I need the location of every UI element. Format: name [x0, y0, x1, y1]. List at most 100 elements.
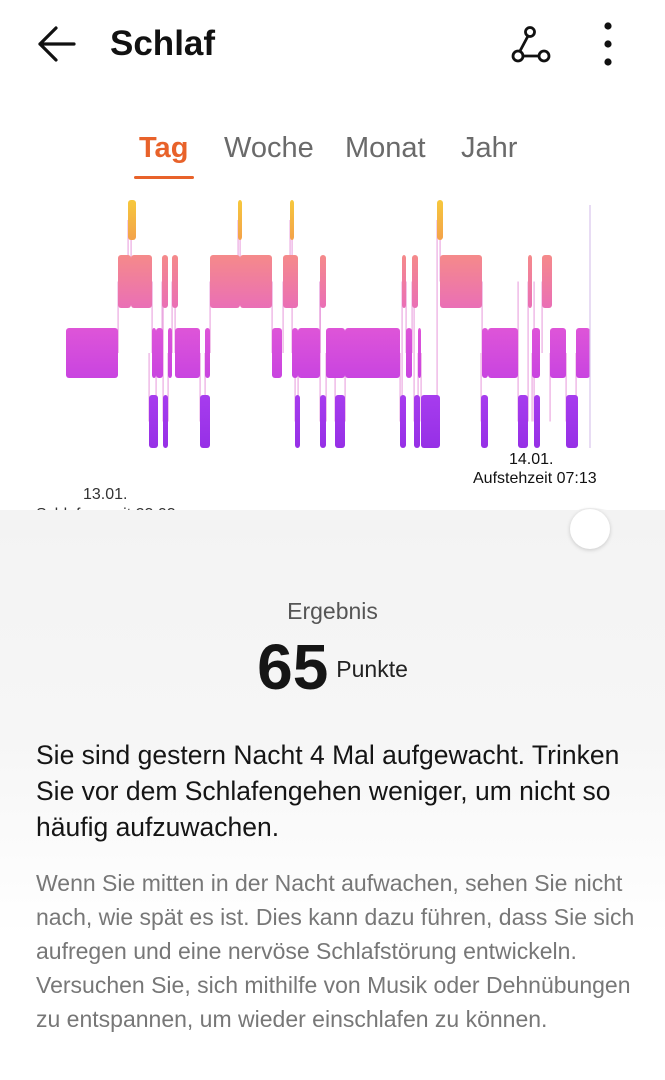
stage-transition	[399, 353, 401, 422]
score-unit: Punkte	[336, 656, 408, 682]
stage-transition	[420, 353, 422, 422]
sleep-segment-light	[532, 328, 540, 378]
sleep-segment-light	[326, 328, 345, 378]
page-title: Schlaf	[110, 24, 216, 63]
share-button[interactable]	[504, 20, 554, 68]
stage-transition	[481, 281, 483, 353]
stage-transition	[130, 220, 132, 282]
sleep-segment-deep	[414, 395, 420, 448]
stage-transition	[436, 220, 438, 422]
stage-transition	[411, 281, 413, 353]
sleep-segment-rem	[240, 255, 272, 308]
app-header: Schlaf	[0, 0, 665, 90]
advice-body: Wenn Sie mitten in der Nacht aufwachen, …	[36, 870, 635, 1032]
stage-transition	[401, 281, 403, 422]
sleep-segment-rem	[440, 255, 482, 308]
stage-transition	[174, 281, 176, 353]
sleep-segment-light	[168, 328, 172, 378]
stage-blocks	[66, 200, 590, 448]
back-button[interactable]	[30, 20, 86, 68]
sleep-segment-rem	[210, 255, 240, 308]
sleep-segment-light	[175, 328, 200, 378]
sleep-segment-rem	[320, 255, 326, 308]
result-label: Ergebnis	[287, 598, 378, 624]
sleep-segment-deep	[400, 395, 406, 448]
sleep-segment-awake	[290, 200, 294, 240]
sleep-segment-deep	[163, 395, 168, 448]
stage-transition	[155, 353, 157, 422]
stage-transition	[480, 353, 482, 422]
sleep-segment-deep	[200, 395, 210, 448]
result-panel	[0, 510, 665, 1080]
sleep-segment-rem	[131, 255, 152, 308]
tab-week[interactable]: Woche	[224, 132, 314, 164]
sleep-segment-deep	[295, 395, 300, 448]
sleep-segment-rem	[283, 255, 298, 308]
stage-transition	[127, 220, 129, 282]
sleep-segment-deep	[320, 395, 326, 448]
sleep-segment-awake	[437, 200, 443, 240]
tab-day[interactable]: Tag	[139, 132, 189, 164]
sleep-score: 65	[257, 631, 329, 703]
stage-transition	[531, 353, 533, 422]
stage-transition	[239, 220, 241, 282]
stage-transition	[319, 281, 321, 422]
sleep-segment-light	[482, 328, 488, 378]
stage-transition	[151, 281, 153, 353]
stage-transition	[549, 353, 551, 422]
stage-transition	[541, 281, 543, 353]
stage-transition	[117, 281, 119, 353]
timeline-slider-knob[interactable]	[570, 509, 610, 549]
stage-transition	[417, 353, 419, 422]
sleep-chart-svg	[66, 200, 591, 448]
stage-transition	[405, 281, 407, 353]
sleep-segment-light	[156, 328, 163, 378]
sleep-segment-rem	[402, 255, 406, 308]
arrow-left-icon	[38, 26, 76, 62]
stage-transition	[517, 281, 519, 422]
sleep-segment-light	[418, 328, 421, 378]
sleep-stage-chart[interactable]: 14.01. Aufstehzeit 07:13 13.01. Schlafen…	[0, 190, 665, 530]
stage-transition	[575, 353, 577, 422]
sleep-segment-deep	[149, 395, 158, 448]
share-icon	[511, 26, 551, 63]
sleep-segment-light	[66, 328, 118, 378]
stage-transition	[171, 281, 173, 353]
sleep-segment-deep	[534, 395, 540, 448]
sleep-segment-rem	[528, 255, 532, 308]
sleep-segment-awake	[238, 200, 242, 240]
stage-transition	[344, 353, 346, 422]
stage-transition	[289, 220, 291, 282]
wake-time-label: Aufstehzeit 07:13	[473, 470, 597, 487]
sleep-segment-awake	[128, 200, 136, 240]
more-options-button[interactable]	[590, 18, 626, 70]
stage-transition	[334, 353, 336, 422]
sleep-segment-light	[152, 328, 156, 378]
tab-year[interactable]: Jahr	[461, 132, 518, 164]
sleep-segment-light	[576, 328, 590, 378]
stage-transition	[271, 281, 273, 353]
sleep-segment-light	[292, 328, 298, 378]
stage-transition	[439, 220, 441, 282]
bedtime-date: 13.01.	[83, 486, 128, 503]
sleep-segment-light	[272, 328, 282, 378]
sleep-segment-deep	[481, 395, 488, 448]
stage-transition	[282, 281, 284, 353]
stage-transition	[325, 353, 327, 422]
sleep-segment-rem	[118, 255, 131, 308]
sleep-segment-rem	[542, 255, 552, 308]
stage-transition	[527, 281, 529, 422]
sleep-segment-light	[205, 328, 210, 378]
more-vertical-icon	[604, 22, 612, 66]
stage-transition	[199, 353, 201, 422]
tab-month[interactable]: Monat	[345, 132, 426, 164]
sleep-segment-deep	[335, 395, 345, 448]
sleep-segment-light	[488, 328, 518, 378]
sleep-segment-light	[550, 328, 566, 378]
stage-transition	[167, 353, 169, 422]
stage-transition	[294, 353, 296, 422]
stage-transition	[413, 281, 415, 422]
sleep-segment-rem	[172, 255, 178, 308]
stage-transition	[148, 353, 150, 422]
stage-transition	[565, 353, 567, 422]
